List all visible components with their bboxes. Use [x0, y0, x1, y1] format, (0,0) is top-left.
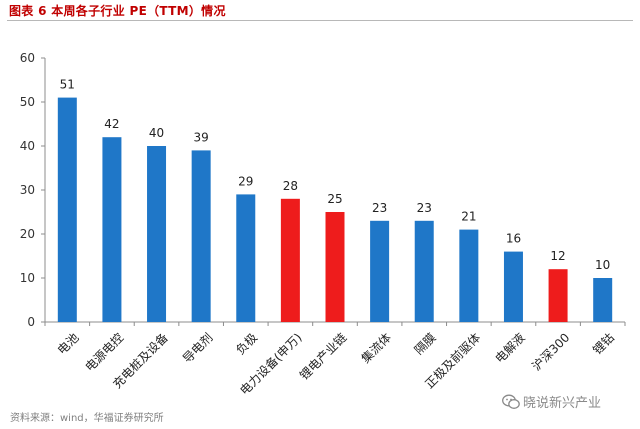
x-tick-label: 电解液: [492, 330, 528, 366]
data-label: 40: [149, 126, 164, 140]
bar: [548, 269, 568, 322]
data-label: 25: [327, 192, 342, 206]
bar: [280, 198, 300, 322]
bar: [102, 137, 122, 322]
data-label: 16: [506, 232, 521, 246]
data-label: 39: [194, 130, 209, 144]
watermark: 晓说新兴产业: [502, 392, 601, 411]
bar: [370, 220, 390, 322]
wechat-icon: [502, 394, 520, 409]
y-tick-label: 30: [20, 183, 35, 197]
bar: [191, 150, 211, 322]
data-label: 29: [238, 174, 253, 188]
figure-title: 图表 6 本周各子行业 PE（TTM）情况: [9, 4, 226, 18]
bar: [325, 212, 345, 322]
source-note: 资料来源：wind，华福证券研究所: [10, 413, 164, 424]
y-tick-label: 10: [20, 271, 35, 285]
watermark-text: 晓说新兴产业: [523, 396, 602, 411]
x-tick-label: 锂电产业链: [296, 330, 349, 383]
bar: [147, 146, 167, 322]
x-tick-label: 导电剂: [179, 330, 215, 366]
bar: [236, 194, 256, 322]
x-tick-label: 隔膜: [412, 330, 439, 357]
bar: [593, 278, 613, 322]
x-tick-label: 电源电控: [82, 330, 126, 374]
bar: [503, 251, 523, 322]
data-label: 23: [372, 201, 387, 215]
x-tick-label: 电池: [55, 330, 82, 357]
x-tick-label: 沪深300: [529, 330, 572, 373]
y-tick-label: 40: [20, 139, 35, 153]
data-label: 12: [550, 249, 565, 263]
x-tick-label: 负极: [233, 330, 260, 357]
x-tick-label: 锂钴: [589, 330, 617, 358]
data-label: 51: [60, 78, 75, 92]
y-tick-label: 50: [20, 95, 35, 109]
title-divider: [7, 20, 633, 21]
y-tick-label: 60: [20, 51, 35, 65]
bar: [414, 220, 434, 322]
data-label: 21: [461, 210, 476, 224]
data-label: 10: [595, 258, 610, 272]
y-tick-label: 20: [20, 227, 35, 241]
data-label: 23: [417, 201, 432, 215]
data-label: 28: [283, 179, 298, 193]
y-tick-label: 0: [27, 315, 35, 329]
x-tick-label: 集流体: [358, 330, 394, 366]
bar: [459, 229, 479, 322]
data-label: 42: [104, 117, 119, 131]
bar: [57, 97, 77, 322]
